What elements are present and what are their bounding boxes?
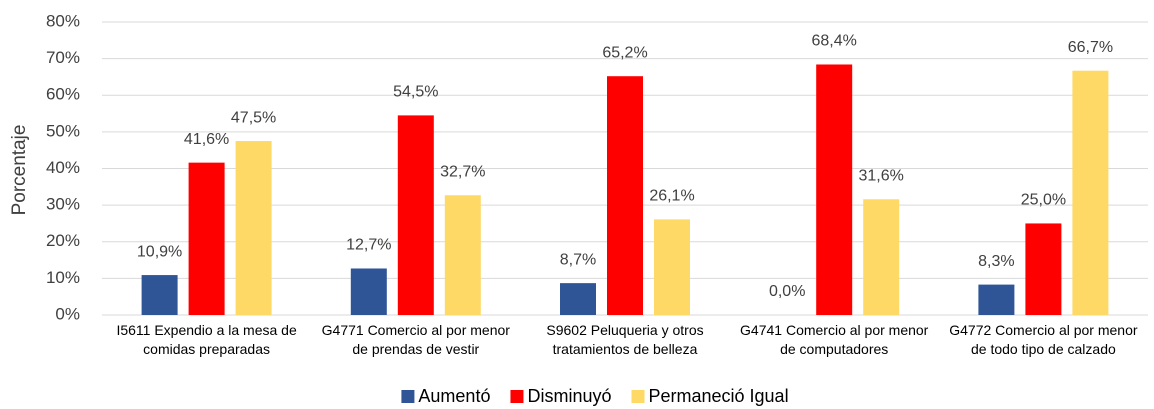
y-tick-label: 60%	[46, 85, 80, 104]
x-tick-label: G4772 Comercio al por menor de todo tipo…	[949, 322, 1138, 357]
legend-swatch	[631, 390, 645, 403]
data-label: 54,5%	[393, 84, 438, 101]
data-label: 12,7%	[346, 237, 391, 254]
y-tick-label: 50%	[46, 121, 80, 140]
data-label: 41,6%	[184, 131, 229, 148]
y-tick-label: 40%	[46, 158, 80, 177]
bar	[816, 64, 853, 315]
data-label: 8,7%	[560, 251, 596, 268]
bar	[1025, 223, 1062, 315]
bar	[560, 283, 596, 315]
legend-label: Disminuyó	[527, 386, 611, 406]
y-tick-label: 0%	[55, 304, 80, 323]
bar	[397, 115, 434, 315]
data-label: 10,9%	[137, 243, 182, 260]
x-tick-label: G4771 Comercio al por menor de prendas d…	[321, 322, 510, 357]
data-label: 65,2%	[602, 44, 647, 61]
bar	[444, 195, 481, 315]
y-tick-label: 70%	[46, 48, 80, 67]
data-label: 25,0%	[1021, 192, 1066, 209]
data-label: 31,6%	[859, 167, 904, 184]
bar	[141, 275, 178, 315]
legend-swatch	[401, 390, 415, 403]
y-tick-label: 30%	[46, 195, 80, 214]
legend-swatch	[510, 390, 524, 403]
data-label: 32,7%	[440, 163, 485, 180]
x-tick-label: I5611 Expendio a la mesa de comidas prep…	[116, 322, 297, 357]
y-axis-label: Porcentaje	[9, 125, 30, 216]
data-label: 68,4%	[812, 33, 857, 50]
bar	[188, 162, 225, 315]
data-label: 66,7%	[1068, 39, 1113, 56]
legend-label: Permaneció Igual	[648, 386, 788, 406]
x-tick-label: G4741 Comercio al por menor de computado…	[740, 322, 929, 357]
bar	[654, 219, 690, 315]
bar	[235, 141, 272, 315]
data-label: 0,0%	[769, 283, 805, 300]
x-tick-label: S9602 Peluqueria y otros tratamientos de…	[546, 322, 704, 357]
bar	[863, 199, 900, 315]
data-label: 8,3%	[978, 253, 1014, 270]
y-tick-label: 80%	[46, 11, 80, 30]
y-tick-label: 20%	[46, 231, 80, 250]
data-label: 26,1%	[649, 188, 694, 205]
bar	[607, 76, 643, 315]
bar	[350, 268, 387, 315]
bar	[978, 284, 1015, 315]
data-label: 47,5%	[231, 109, 276, 126]
legend-label: Aumentó	[418, 386, 490, 406]
bar	[1072, 70, 1109, 316]
y-tick-label: 10%	[46, 268, 80, 287]
